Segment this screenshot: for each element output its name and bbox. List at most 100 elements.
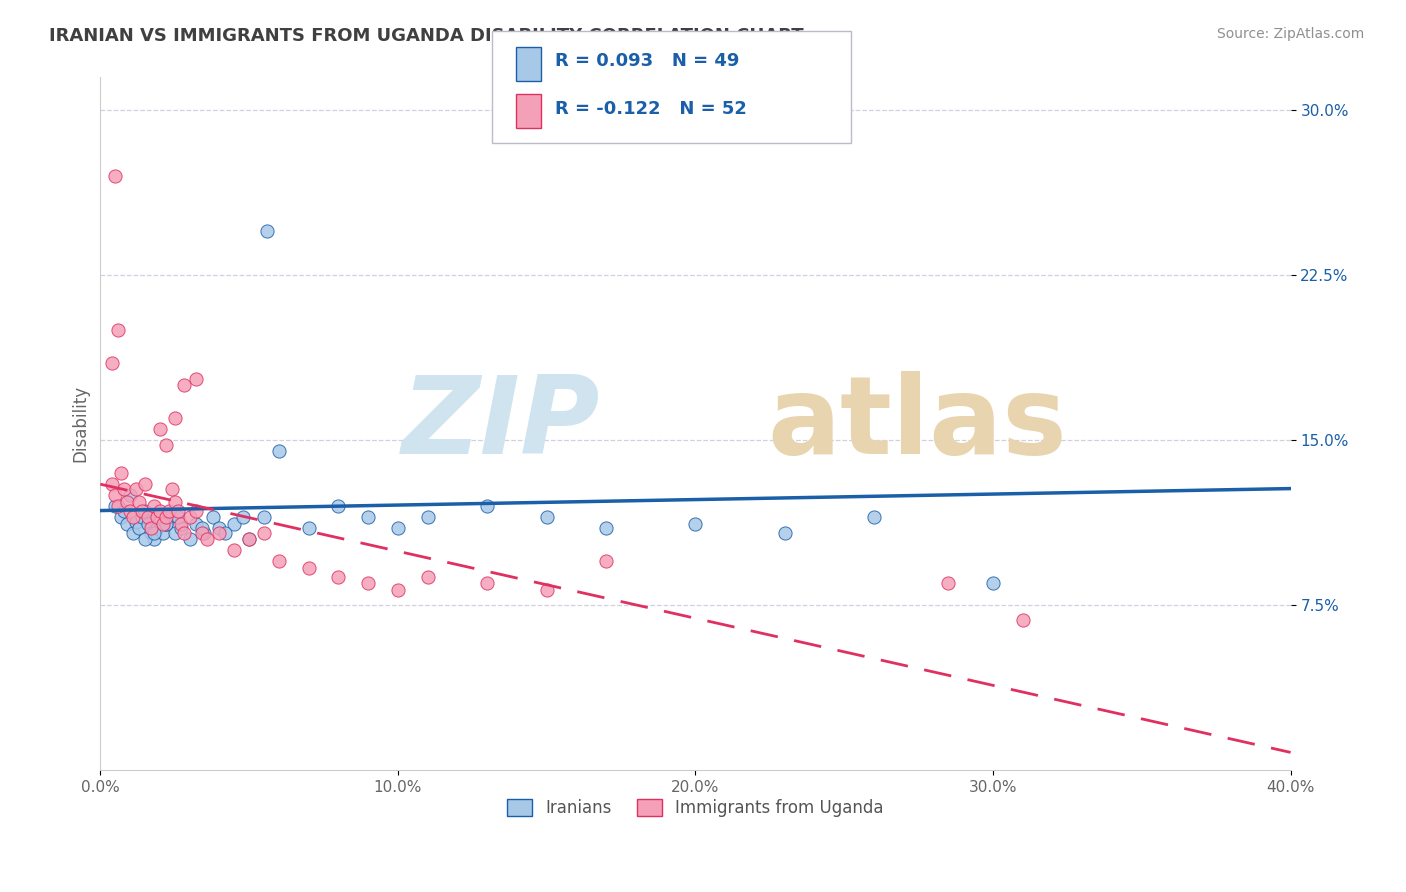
Point [267, 444, 290, 458]
Point [134, 532, 156, 546]
Point [139, 521, 162, 535]
Legend: Iranians, Immigrants from Uganda: Iranians, Immigrants from Uganda [501, 792, 890, 824]
Point [122, 510, 145, 524]
Point [202, 510, 225, 524]
Text: IRANIAN VS IMMIGRANTS FROM UGANDA DISABILITY CORRELATION CHART: IRANIAN VS IMMIGRANTS FROM UGANDA DISABI… [49, 27, 804, 45]
Point [107, 323, 129, 337]
Point [149, 515, 172, 529]
Point [142, 532, 165, 546]
Point [179, 532, 201, 546]
Point [224, 516, 246, 531]
Point [981, 576, 1004, 591]
Point [184, 503, 207, 517]
Point [256, 224, 278, 238]
Text: R = 0.093   N = 49: R = 0.093 N = 49 [555, 53, 740, 70]
Point [416, 569, 439, 583]
Point [298, 560, 321, 574]
Point [197, 532, 219, 546]
Point [139, 525, 162, 540]
Point [149, 503, 172, 517]
Point [184, 371, 207, 385]
Point [232, 510, 254, 524]
Point [253, 510, 276, 524]
Point [104, 169, 127, 184]
Point [115, 516, 138, 531]
Point [173, 378, 195, 392]
Point [134, 477, 156, 491]
Point [152, 525, 174, 540]
Point [170, 516, 193, 531]
Point [685, 516, 707, 531]
Point [142, 499, 165, 513]
Point [163, 411, 186, 425]
Point [208, 521, 231, 535]
Point [166, 503, 188, 517]
Text: Source: ZipAtlas.com: Source: ZipAtlas.com [1216, 27, 1364, 41]
Point [157, 503, 180, 517]
Point [146, 510, 169, 524]
Point [477, 499, 499, 513]
Point [125, 515, 148, 529]
Point [863, 510, 886, 524]
Point [328, 499, 350, 513]
Point [170, 521, 193, 535]
Point [184, 516, 207, 531]
Point [128, 521, 150, 535]
Point [131, 503, 153, 517]
Point [155, 510, 177, 524]
Point [536, 582, 558, 597]
Point [595, 521, 617, 535]
Point [155, 437, 177, 451]
Point [101, 356, 124, 370]
Point [224, 543, 246, 558]
Point [122, 525, 145, 540]
Point [152, 516, 174, 531]
Point [773, 525, 796, 540]
Point [149, 422, 172, 436]
Point [1011, 614, 1033, 628]
Point [120, 503, 142, 517]
Point [238, 532, 260, 546]
Point [938, 576, 960, 591]
Point [107, 499, 129, 513]
Point [134, 503, 156, 517]
Point [163, 525, 186, 540]
Point [131, 510, 153, 524]
Point [267, 554, 290, 568]
Point [112, 482, 135, 496]
Point [146, 521, 169, 535]
Point [142, 525, 165, 540]
Y-axis label: Disability: Disability [72, 385, 89, 462]
Point [104, 488, 127, 502]
Point [595, 554, 617, 568]
Point [298, 521, 321, 535]
Point [477, 576, 499, 591]
Point [155, 516, 177, 531]
Point [387, 582, 409, 597]
Point [357, 510, 380, 524]
Point [110, 466, 132, 480]
Point [214, 525, 236, 540]
Point [173, 525, 195, 540]
Point [328, 569, 350, 583]
Point [110, 510, 132, 524]
Point [238, 532, 260, 546]
Point [120, 488, 142, 502]
Point [157, 510, 180, 524]
Point [136, 510, 159, 524]
Point [125, 482, 148, 496]
Point [101, 477, 124, 491]
Point [208, 525, 231, 540]
Point [136, 516, 159, 531]
Point [536, 510, 558, 524]
Point [128, 495, 150, 509]
Point [357, 576, 380, 591]
Point [160, 482, 183, 496]
Point [387, 521, 409, 535]
Text: R = -0.122   N = 52: R = -0.122 N = 52 [555, 100, 747, 118]
Point [104, 499, 127, 513]
Point [112, 503, 135, 517]
Point [166, 510, 188, 524]
Point [193, 525, 215, 540]
Point [155, 516, 177, 531]
